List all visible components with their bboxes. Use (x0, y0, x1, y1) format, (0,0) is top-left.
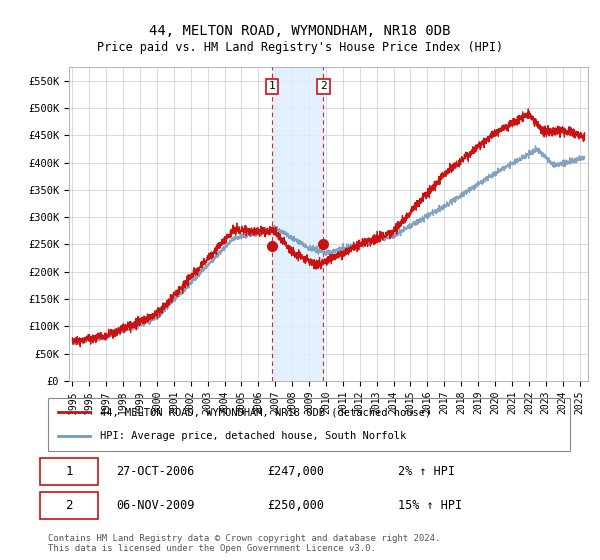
Text: 2: 2 (320, 81, 327, 91)
Text: £247,000: £247,000 (267, 465, 324, 478)
Text: 2: 2 (65, 499, 73, 512)
Text: 06-NOV-2009: 06-NOV-2009 (116, 499, 194, 512)
Text: 15% ↑ HPI: 15% ↑ HPI (398, 499, 462, 512)
FancyBboxPatch shape (40, 492, 98, 519)
FancyBboxPatch shape (40, 458, 98, 486)
Text: 44, MELTON ROAD, WYMONDHAM, NR18 0DB (detached house): 44, MELTON ROAD, WYMONDHAM, NR18 0DB (de… (100, 408, 431, 418)
Text: £250,000: £250,000 (267, 499, 324, 512)
Text: 44, MELTON ROAD, WYMONDHAM, NR18 0DB: 44, MELTON ROAD, WYMONDHAM, NR18 0DB (149, 24, 451, 38)
Text: Price paid vs. HM Land Registry's House Price Index (HPI): Price paid vs. HM Land Registry's House … (97, 41, 503, 54)
Bar (272, 67, 323, 381)
Text: 1: 1 (65, 465, 73, 478)
Text: 1: 1 (269, 81, 275, 91)
Text: Contains HM Land Registry data © Crown copyright and database right 2024.
This d: Contains HM Land Registry data © Crown c… (48, 534, 440, 553)
Text: HPI: Average price, detached house, South Norfolk: HPI: Average price, detached house, Sout… (100, 431, 406, 441)
Text: 2% ↑ HPI: 2% ↑ HPI (398, 465, 455, 478)
Text: 27-OCT-2006: 27-OCT-2006 (116, 465, 194, 478)
